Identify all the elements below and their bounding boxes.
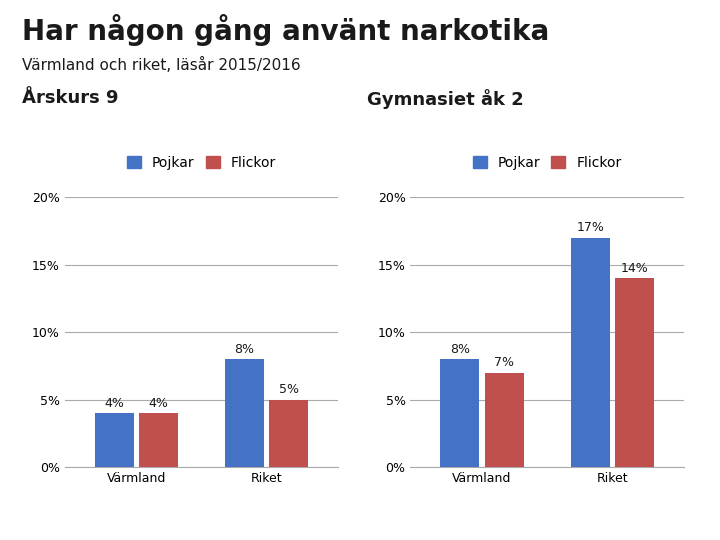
Text: 8%: 8% [235,343,255,356]
Text: Har någon gång använt narkotika: Har någon gång använt narkotika [22,14,549,45]
Text: 17%: 17% [576,221,604,234]
Text: 4%: 4% [104,397,125,410]
Bar [441,359,480,467]
Text: 8%: 8% [450,343,470,356]
Text: 14%: 14% [621,262,649,275]
Text: Gymnasiet åk 2: Gymnasiet åk 2 [367,89,524,109]
Bar [571,238,610,467]
Bar [485,373,523,467]
Text: 7%: 7% [494,356,514,369]
Bar [225,359,264,467]
Bar [615,278,654,467]
Text: Värmland och riket, läsår 2015/2016: Värmland och riket, läsår 2015/2016 [22,57,300,73]
Legend: Pojkar, Flickor: Pojkar, Flickor [467,150,627,175]
Bar [95,413,134,467]
Legend: Pojkar, Flickor: Pojkar, Flickor [122,150,282,175]
Bar [269,400,308,467]
Text: 5%: 5% [279,383,299,396]
Text: 4%: 4% [148,397,168,410]
Text: Årskurs 9: Årskurs 9 [22,89,118,107]
Bar [139,413,178,467]
